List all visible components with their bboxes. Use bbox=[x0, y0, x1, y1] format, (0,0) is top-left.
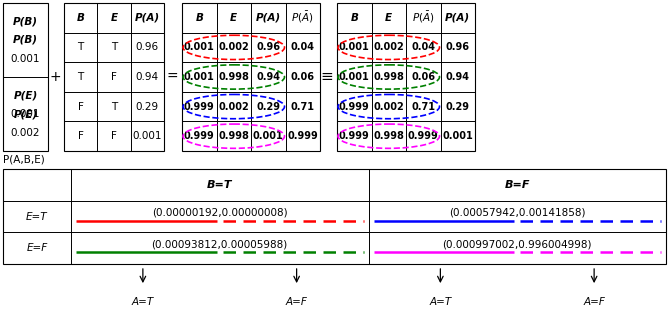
Text: A=T: A=T bbox=[429, 297, 452, 307]
Text: =: = bbox=[166, 70, 178, 84]
Text: 0.999: 0.999 bbox=[184, 131, 215, 141]
Text: 0.96: 0.96 bbox=[256, 42, 280, 52]
Text: T: T bbox=[78, 72, 84, 82]
Text: 0.04: 0.04 bbox=[291, 42, 314, 52]
Text: F: F bbox=[111, 131, 117, 141]
Text: F: F bbox=[78, 102, 84, 112]
Text: B=T: B=T bbox=[207, 180, 233, 190]
Text: 0.06: 0.06 bbox=[411, 72, 436, 82]
Text: $P(\bar{A})$: $P(\bar{A})$ bbox=[292, 10, 314, 25]
Text: 0.29: 0.29 bbox=[256, 102, 280, 112]
Text: P(A): P(A) bbox=[134, 13, 160, 23]
Text: 0.06: 0.06 bbox=[291, 72, 314, 82]
Text: 0.04: 0.04 bbox=[411, 42, 436, 52]
Text: E: E bbox=[110, 13, 118, 23]
Text: 0.94: 0.94 bbox=[136, 72, 159, 82]
Text: B: B bbox=[77, 13, 84, 23]
Text: P(E): P(E) bbox=[13, 91, 37, 100]
Text: 0.94: 0.94 bbox=[446, 72, 470, 82]
Text: 0.29: 0.29 bbox=[446, 102, 470, 112]
Text: (0.00057942,0.00141858): (0.00057942,0.00141858) bbox=[449, 207, 585, 218]
Text: E=F: E=F bbox=[26, 243, 47, 253]
Text: P(B): P(B) bbox=[13, 35, 38, 45]
Text: E=T: E=T bbox=[26, 211, 47, 222]
Text: 0.94: 0.94 bbox=[256, 72, 280, 82]
Text: 0.998: 0.998 bbox=[218, 131, 249, 141]
Text: 0.002: 0.002 bbox=[218, 102, 249, 112]
Text: 0.96: 0.96 bbox=[136, 42, 159, 52]
Text: 0.002: 0.002 bbox=[373, 42, 404, 52]
Text: F: F bbox=[111, 72, 117, 82]
Text: 0.001: 0.001 bbox=[339, 72, 370, 82]
Text: E: E bbox=[230, 13, 237, 23]
Text: P(B): P(B) bbox=[13, 16, 38, 26]
Text: 0.002: 0.002 bbox=[11, 127, 40, 138]
Text: $P(\bar{A})$: $P(\bar{A})$ bbox=[412, 10, 434, 25]
Text: A=F: A=F bbox=[286, 297, 308, 307]
Text: A=F: A=F bbox=[583, 297, 605, 307]
Text: F: F bbox=[78, 131, 84, 141]
Bar bbox=[3, 169, 666, 264]
Text: 0.999: 0.999 bbox=[288, 131, 318, 141]
Text: ≡: ≡ bbox=[320, 69, 333, 85]
Text: 0.001: 0.001 bbox=[184, 42, 215, 52]
Text: 0.71: 0.71 bbox=[291, 102, 314, 112]
Text: 0.998: 0.998 bbox=[373, 72, 404, 82]
Text: 0.002: 0.002 bbox=[218, 42, 249, 52]
Text: A=T: A=T bbox=[132, 297, 154, 307]
Text: +: + bbox=[50, 70, 61, 84]
Text: B: B bbox=[351, 13, 358, 23]
Text: 0.001: 0.001 bbox=[253, 131, 284, 141]
Text: 0.96: 0.96 bbox=[446, 42, 470, 52]
Text: 0.71: 0.71 bbox=[411, 102, 436, 112]
Text: T: T bbox=[111, 102, 117, 112]
Text: P(A,B,E): P(A,B,E) bbox=[3, 155, 45, 165]
Text: E: E bbox=[385, 13, 392, 23]
Bar bbox=[182, 3, 320, 151]
Text: 0.002: 0.002 bbox=[373, 102, 404, 112]
Text: P(E): P(E) bbox=[13, 109, 37, 119]
Text: B: B bbox=[195, 13, 203, 23]
Text: 0.001: 0.001 bbox=[11, 109, 40, 119]
Text: 0.999: 0.999 bbox=[184, 102, 215, 112]
Bar bbox=[3, 3, 48, 151]
Text: 0.998: 0.998 bbox=[373, 131, 404, 141]
Text: (0.00000192,0.00000008): (0.00000192,0.00000008) bbox=[152, 207, 288, 218]
Text: 0.999: 0.999 bbox=[339, 131, 370, 141]
Text: 0.001: 0.001 bbox=[132, 131, 162, 141]
Text: 0.001: 0.001 bbox=[339, 42, 370, 52]
Bar bbox=[337, 3, 475, 151]
Text: T: T bbox=[111, 42, 117, 52]
Text: 0.29: 0.29 bbox=[136, 102, 159, 112]
Text: (0.000997002,0.996004998): (0.000997002,0.996004998) bbox=[442, 239, 592, 249]
Text: 0.001: 0.001 bbox=[11, 54, 40, 64]
Text: 0.999: 0.999 bbox=[339, 102, 370, 112]
Text: B=F: B=F bbox=[504, 180, 530, 190]
Text: 0.001: 0.001 bbox=[184, 72, 215, 82]
Text: 0.999: 0.999 bbox=[408, 131, 439, 141]
Bar bbox=[64, 3, 164, 151]
Text: 0.998: 0.998 bbox=[218, 72, 249, 82]
Text: 0.001: 0.001 bbox=[442, 131, 473, 141]
Text: P(A): P(A) bbox=[256, 13, 281, 23]
Text: T: T bbox=[78, 42, 84, 52]
Text: (0.00093812,0.00005988): (0.00093812,0.00005988) bbox=[152, 239, 288, 249]
Text: P(A): P(A) bbox=[445, 13, 470, 23]
